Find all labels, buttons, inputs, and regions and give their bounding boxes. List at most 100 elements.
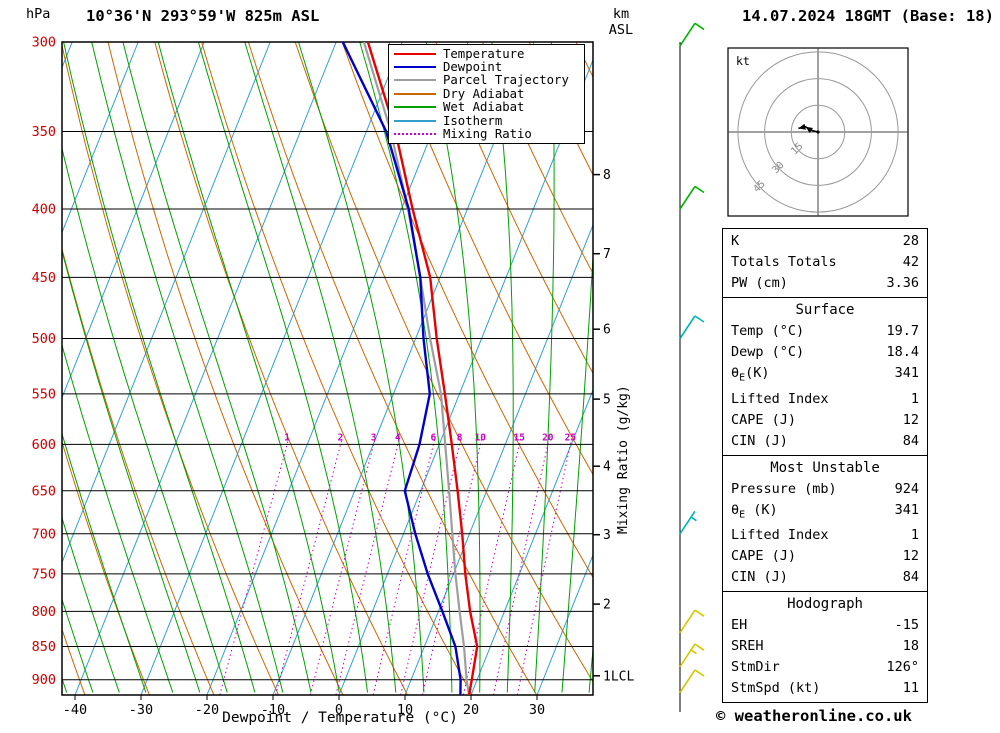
svg-text:850: 850 xyxy=(32,639,56,655)
stats-label: StmSpd (kt) xyxy=(731,680,821,697)
svg-text:650: 650 xyxy=(32,483,56,499)
stats-row: Pressure (mb) 924 xyxy=(723,479,927,500)
wind-barb xyxy=(679,609,705,634)
legend-item: Temperature xyxy=(389,46,584,61)
stats-value: 341 xyxy=(894,365,919,381)
temperature-curve xyxy=(366,42,479,695)
mixing-ratio-axis-title: Mixing Ratio (g/kg) xyxy=(616,385,631,534)
hodograph-ring xyxy=(764,78,872,186)
legend-line-sample xyxy=(394,133,436,136)
stats-value: 19.7 xyxy=(886,323,919,339)
stats-label: Dewp (°C) xyxy=(731,344,805,360)
stats-value: 341 xyxy=(894,501,919,518)
svg-text:800: 800 xyxy=(32,604,56,620)
stats-label: Lifted Index xyxy=(731,390,829,407)
svg-text:-40: -40 xyxy=(63,702,87,718)
stats-section: Hodograph EH -15 SREH 18 StmDir 126° StmSpd (kt… xyxy=(723,591,927,702)
wind-barb xyxy=(679,315,705,339)
svg-text:550: 550 xyxy=(32,386,56,402)
svg-text:-10: -10 xyxy=(261,702,285,718)
wind-barb xyxy=(679,510,697,535)
stats-section-header: Most Unstable xyxy=(770,459,880,476)
legend-line-sample xyxy=(394,79,436,82)
hodograph-ring xyxy=(737,51,899,213)
legend-label: Parcel Trajectory xyxy=(443,73,569,88)
stats-row: Temp (°C) 19.7 xyxy=(723,321,927,342)
chart-legend: Temperature Dewpoint Parcel Trajectory Dry … xyxy=(388,44,585,144)
svg-text:-20: -20 xyxy=(195,702,219,718)
stats-row: CAPE (J) 12 xyxy=(723,546,927,567)
mixing-ratio-label: 1 xyxy=(284,432,290,443)
stats-value: -15 xyxy=(894,617,919,634)
stats-section: K 28 Totals Totals 42 PW (cm) 3.36 xyxy=(723,229,927,297)
mixing-ratio-lines: 1 2 3 4 6 8 10 15 20 25 xyxy=(219,432,576,695)
plot-border xyxy=(61,41,594,696)
svg-text:30: 30 xyxy=(529,702,545,718)
stats-row: StmSpd (kt) 11 xyxy=(723,678,927,699)
stats-value: 12 xyxy=(902,411,919,428)
svg-text:750: 750 xyxy=(32,566,56,582)
mixing-ratio-label: 2 xyxy=(338,432,344,443)
wind-barb xyxy=(679,669,705,693)
stats-label: Lifted Index xyxy=(731,527,829,544)
station-title: 10°36'N 293°59'W 825m ASL xyxy=(86,7,320,25)
stats-label: CAPE (J) xyxy=(731,548,797,565)
pressure-tick-labels: 300 350 400 450 500 550 600 650 700 750 800 850 900 xyxy=(32,35,56,689)
dewpoint-curve xyxy=(341,42,462,695)
svg-text:300: 300 xyxy=(32,35,56,51)
svg-text:-30: -30 xyxy=(129,702,153,718)
legend-label: Dewpoint xyxy=(443,60,503,75)
dry-adiabats xyxy=(62,42,593,695)
stats-row: θE (K) 341 xyxy=(723,500,927,526)
stats-value: 126° xyxy=(886,659,919,676)
svg-text:900: 900 xyxy=(32,672,56,688)
temp-axis-title: Dewpoint / Temperature (°C) xyxy=(222,710,458,726)
legend-line-sample xyxy=(394,66,436,69)
stats-row: SREH 18 xyxy=(723,636,927,657)
legend-label: Temperature xyxy=(443,46,525,61)
stats-section-header: Surface xyxy=(795,302,855,318)
legend-item: Mixing Ratio xyxy=(389,127,584,141)
stats-label: θE(K) xyxy=(731,365,770,384)
stats-value: 84 xyxy=(902,432,919,449)
stats-value: 1 xyxy=(910,390,919,407)
stats-label: PW (cm) xyxy=(731,275,788,291)
stats-value: 12 xyxy=(902,548,919,565)
wind-barb xyxy=(679,643,705,668)
mixing-ratio-label: 4 xyxy=(395,432,401,443)
mixing-ratio-label: 20 xyxy=(542,432,554,443)
legend-line-sample xyxy=(394,106,436,109)
svg-text:0: 0 xyxy=(335,702,343,718)
stats-row: Lifted Index 1 xyxy=(723,389,927,410)
legend-label: Isotherm xyxy=(443,113,503,128)
stats-row: CIN (J) 84 xyxy=(723,567,927,588)
stats-value: 42 xyxy=(902,254,919,270)
stats-row: Totals Totals 42 xyxy=(723,252,927,273)
mixing-ratio-label: 8 xyxy=(457,432,463,443)
svg-text:400: 400 xyxy=(32,202,56,218)
mixing-ratio-label: 6 xyxy=(431,432,437,443)
svg-text:10: 10 xyxy=(397,702,413,718)
stats-value: 18 xyxy=(902,638,919,655)
svg-text:20: 20 xyxy=(463,702,479,718)
svg-text:600: 600 xyxy=(32,437,56,453)
sounding-curves xyxy=(341,42,479,695)
wind-barb xyxy=(679,22,705,47)
wind-barb xyxy=(679,185,705,210)
hodograph-unit-label: kt xyxy=(736,54,750,68)
stats-row: Lifted Index 1 xyxy=(723,525,927,546)
svg-text:2: 2 xyxy=(603,598,611,613)
svg-text:4: 4 xyxy=(603,460,611,475)
hodograph-ring xyxy=(790,104,846,160)
stats-value: 1 xyxy=(910,527,919,544)
copyright: © weatheronline.co.uk xyxy=(716,707,912,725)
stats-label: CIN (J) xyxy=(731,569,788,586)
stats-row: StmDir 126° xyxy=(723,657,927,678)
svg-text:1LCL: 1LCL xyxy=(603,669,634,684)
stats-row: CAPE (J) 12 xyxy=(723,410,927,431)
stats-value: 3.36 xyxy=(886,275,919,291)
stats-row: K 28 xyxy=(723,231,927,252)
